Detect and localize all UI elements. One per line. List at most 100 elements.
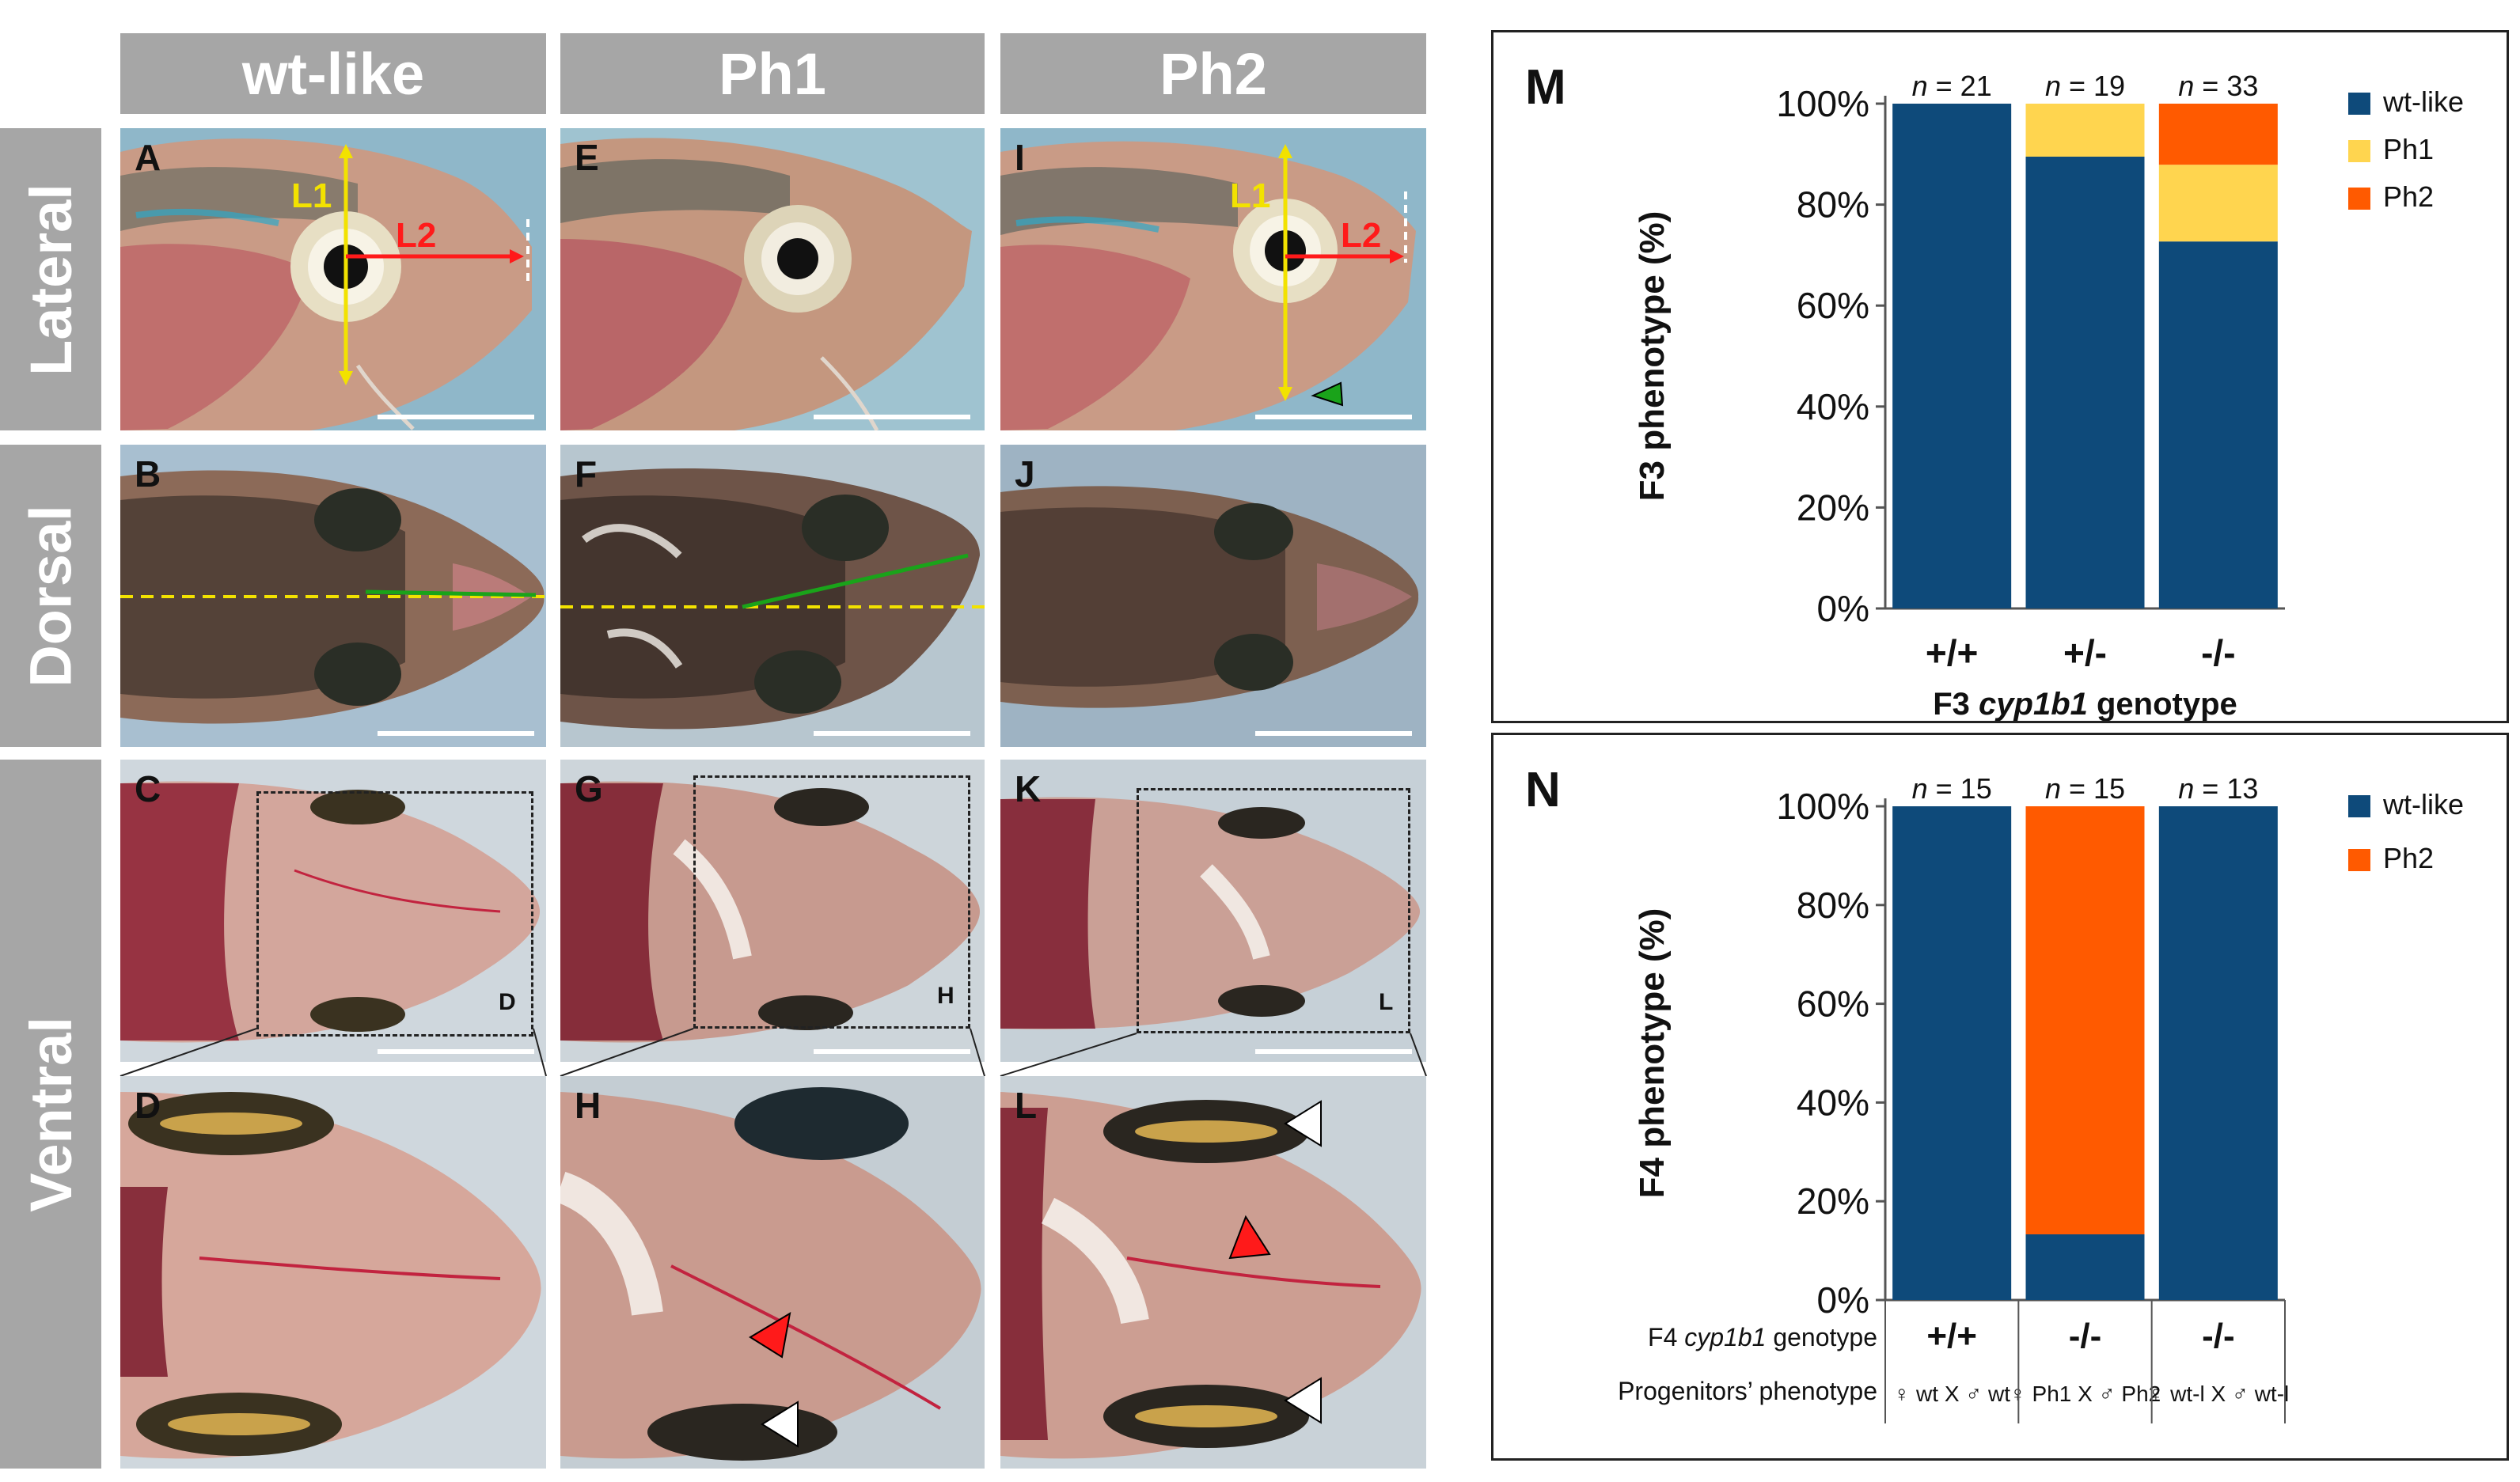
column-header-ph2: Ph2 (1000, 33, 1426, 114)
row-header-label: Ventral (17, 1016, 84, 1212)
inset-box (256, 791, 533, 1037)
axis-overlay (120, 589, 546, 598)
arrowhead-red-icon (1228, 1215, 1271, 1260)
panel-g-ventral-ph1: G H (560, 760, 985, 1062)
table-cell: +/+ (1926, 1317, 1977, 1355)
y-tick-label: 0% (1817, 1279, 1869, 1321)
panel-h-ventral-zoom-ph1: H (560, 1076, 985, 1469)
legend-swatch-wt-like (2348, 795, 2370, 817)
inset-ref-label: H (937, 983, 954, 1009)
legend-label: wt-like (2382, 85, 2464, 118)
scale-bar (378, 415, 534, 419)
fish-lateral-image (1000, 128, 1426, 430)
panel-d-ventral-zoom-wt-like: D (120, 1076, 546, 1469)
bar-segment-ph2 (2158, 104, 2278, 165)
n-label: n = 33 (2178, 70, 2258, 102)
legend-swatch-ph2 (2348, 849, 2370, 871)
x-tick-label: +/- (2063, 632, 2107, 673)
x-axis-label: F3 cyp1b1 genotype (1933, 687, 2237, 721)
fish-dorsal-image (560, 445, 985, 747)
table-row-label: F4 cyp1b1 genotype (1648, 1323, 1877, 1351)
panel-c-ventral-wt-like: C D (120, 760, 546, 1062)
panel-label-m: M (1525, 60, 1566, 115)
n-label: n = 13 (2178, 772, 2258, 805)
panel-k-ventral-ph2: K L (1000, 760, 1426, 1062)
bar-segment-ph1 (2158, 165, 2278, 242)
scale-bar (814, 731, 970, 736)
y-tick-label: 20% (1797, 1181, 1869, 1222)
bar-segment-wt-like (2025, 156, 2145, 609)
panel-a-lateral-wt-like: A L1 L2 (120, 128, 546, 430)
y-tick-label: 100% (1776, 83, 1869, 124)
fish-ventral-zoom-image (1000, 1076, 1426, 1469)
row-header-ventral: Ventral (0, 760, 101, 1469)
column-header-ph1: Ph1 (560, 33, 985, 114)
table-cell: ♀ wt-l X ♂ wt-l (2147, 1382, 2289, 1406)
legend-label: Ph1 (2383, 133, 2434, 165)
panel-j-dorsal-ph2: J (1000, 445, 1426, 747)
scale-bar (814, 415, 970, 419)
chart-m-box: M 0% 20% 40% 60% 80% 100% F3 phenotype (%) n = … (1491, 30, 2509, 723)
scale-bar (814, 1049, 970, 1054)
bar-segment-wt-like (2158, 241, 2278, 608)
panel-label: J (1015, 453, 1035, 495)
table-cell: -/- (2069, 1317, 2102, 1355)
y-tick-label: 100% (1776, 786, 1869, 827)
panel-b-dorsal-wt-like: B (120, 445, 546, 747)
panel-l-ventral-zoom-ph2: L (1000, 1076, 1426, 1469)
column-header-label: Ph1 (719, 40, 826, 107)
inset-box (1137, 788, 1410, 1033)
panel-f-dorsal-ph1: F (560, 445, 985, 747)
scale-bar (1255, 731, 1412, 736)
legend-label: Ph2 (2383, 180, 2434, 213)
legend-label: Ph2 (2383, 842, 2434, 874)
row-header-lateral: Lateral (0, 128, 101, 430)
bar-segment-wt-like (1892, 806, 2012, 1300)
table-row-label: Progenitors’ phenotype (1618, 1377, 1877, 1405)
row-header-label: Dorsal (17, 504, 84, 688)
inset-ref-label: D (499, 989, 516, 1015)
panel-label: G (575, 768, 603, 809)
chart-n-box: N 0% 20% 40% 60% 80% 100% F4 phenotype (%) n = … (1491, 733, 2509, 1461)
n-label: n = 15 (2045, 772, 2125, 805)
n-label: n = 15 (1912, 772, 1992, 805)
legend-swatch-wt-like (2348, 93, 2370, 115)
table-cell: ♀ wt X ♂ wt (1893, 1382, 2010, 1406)
fish-lateral-image (120, 128, 546, 430)
bar-segment-wt-like (2025, 1234, 2145, 1300)
y-tick-label: 20% (1797, 487, 1869, 528)
panel-label: C (135, 768, 161, 809)
arrowhead-red-icon (749, 1312, 791, 1359)
scale-bar (378, 731, 534, 736)
arrowhead-white-icon (1284, 1100, 1322, 1147)
panel-i-lateral-ph2: I L1 L2 (1000, 128, 1426, 430)
scale-bar (1255, 415, 1412, 419)
row-header-label: Lateral (17, 183, 84, 376)
y-tick-label: 40% (1797, 386, 1869, 427)
table-cell: -/- (2202, 1317, 2235, 1355)
inset-ref-label: L (1379, 989, 1394, 1015)
y-axis-label: F4 phenotype (%) (1633, 908, 1672, 1199)
panel-label: H (575, 1085, 602, 1126)
scale-bar (1255, 1049, 1412, 1054)
n-label: n = 21 (1912, 70, 1992, 102)
l2-label: L2 (396, 216, 436, 255)
legend-swatch-ph1 (2348, 140, 2370, 162)
l2-label: L2 (1341, 216, 1381, 255)
chart-n: N 0% 20% 40% 60% 80% 100% F4 phenotype (%) n = … (1525, 763, 2464, 1423)
arrowhead-white-icon (761, 1401, 799, 1448)
fish-dorsal-image (1000, 445, 1426, 747)
fish-lateral-image (560, 128, 985, 430)
fish-ventral-zoom-image (120, 1076, 546, 1469)
y-tick-label: 80% (1797, 885, 1869, 926)
panel-label: A (135, 137, 161, 178)
n-label: n = 19 (2045, 70, 2125, 102)
y-tick-label: 0% (1817, 588, 1869, 629)
y-tick-label: 60% (1797, 984, 1869, 1025)
column-header-label: wt-like (241, 40, 425, 107)
axis-overlay (560, 553, 985, 609)
y-tick-label: 60% (1797, 285, 1869, 326)
panel-label: B (135, 453, 161, 495)
legend-swatch-ph2 (2348, 188, 2370, 210)
measurement-overlay: L1 L2 (1230, 144, 1407, 407)
